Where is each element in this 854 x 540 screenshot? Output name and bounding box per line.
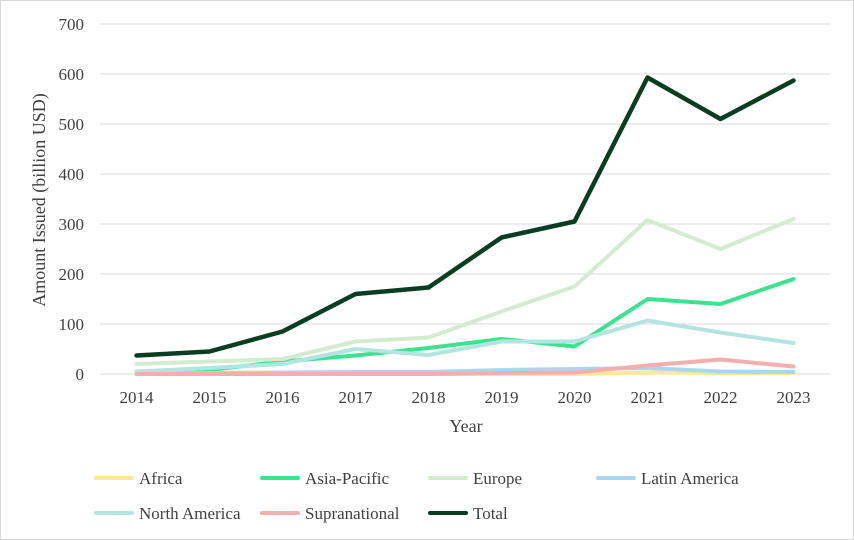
legend-label-latin-america: Latin America [641, 469, 739, 488]
x-tick-label: 2021 [631, 388, 665, 407]
y-tick-label: 600 [59, 65, 85, 84]
x-tick-label: 2014 [120, 388, 155, 407]
y-tick-labels: 0 100 200 300 400 500 600 700 [59, 15, 85, 384]
x-tick-label: 2023 [777, 388, 811, 407]
series-line-supranational [134, 357, 796, 376]
legend-label-asia-pacific: Asia-Pacific [305, 469, 389, 488]
gridlines [100, 23, 830, 375]
x-tick-label: 2020 [558, 388, 592, 407]
series-line-europe [134, 217, 796, 366]
x-tick-label: 2019 [485, 388, 519, 407]
y-tick-label: 700 [59, 15, 85, 34]
x-tick-label: 2018 [412, 388, 446, 407]
legend-label-europe: Europe [473, 469, 522, 488]
legend-label-africa: Africa [139, 469, 183, 488]
x-axis-title: Year [449, 416, 482, 436]
x-tick-label: 2017 [339, 388, 374, 407]
x-tick-labels: 2014 2015 2016 2017 2018 2019 2020 2021 2022 2023 [120, 388, 811, 407]
y-tick-label: 500 [59, 115, 85, 134]
x-tick-label: 2015 [193, 388, 227, 407]
y-tick-label: 400 [59, 165, 85, 184]
y-tick-label: 0 [76, 365, 85, 384]
x-tick-label: 2016 [266, 388, 300, 407]
x-tick-label: 2022 [704, 388, 738, 407]
legend: Africa Asia-Pacific Europe Latin America Nor… [94, 469, 739, 523]
legend-label-supranational: Supranational [305, 504, 400, 523]
series-lines [134, 75, 796, 376]
y-tick-label: 300 [59, 215, 85, 234]
series-line-north-america [134, 318, 796, 374]
series-line-total [134, 75, 796, 358]
legend-label-north-america: North America [139, 504, 241, 523]
legend-label-total: Total [473, 504, 508, 523]
y-tick-label: 100 [59, 315, 85, 334]
y-tick-label: 200 [59, 265, 85, 284]
y-axis-title: Amount Issued (billion USD) [29, 93, 50, 307]
